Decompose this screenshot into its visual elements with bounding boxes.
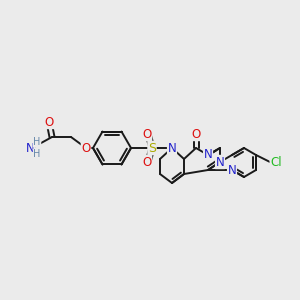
Text: H: H <box>33 149 41 159</box>
Text: O: O <box>191 128 201 140</box>
Text: O: O <box>142 155 152 169</box>
Text: O: O <box>44 116 54 128</box>
Text: N: N <box>204 148 212 161</box>
Text: S: S <box>148 142 156 154</box>
Text: O: O <box>142 128 152 140</box>
Text: N: N <box>26 142 34 154</box>
Text: N: N <box>168 142 176 154</box>
Text: Cl: Cl <box>270 155 282 169</box>
Text: O: O <box>81 142 91 154</box>
Text: N: N <box>216 155 224 169</box>
Text: H: H <box>33 137 41 147</box>
Text: N: N <box>228 164 236 176</box>
